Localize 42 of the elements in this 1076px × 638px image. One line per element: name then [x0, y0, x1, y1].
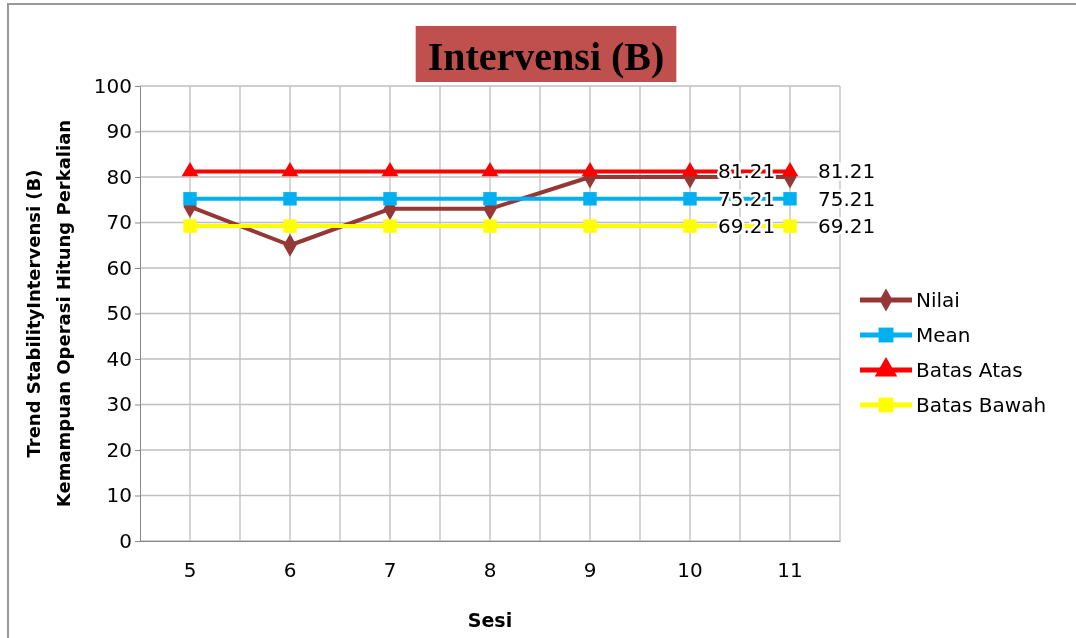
legend-label: Batas Atas	[916, 358, 1023, 382]
point	[583, 219, 597, 233]
point	[683, 219, 697, 233]
y-tick-label: 80	[106, 164, 132, 189]
data-label: 81.21	[818, 159, 876, 184]
point	[283, 192, 297, 206]
chart-title: Intervensi (B)	[427, 34, 665, 79]
data-label: 75.21	[818, 186, 876, 211]
point	[183, 219, 197, 233]
x-tick-label: 10	[677, 558, 703, 583]
point	[183, 192, 197, 206]
point	[783, 192, 797, 206]
data-label: 69.21	[818, 214, 876, 239]
y-tick-label: 0	[119, 528, 132, 553]
y-tick-label: 20	[106, 437, 132, 462]
y-tick-label: 60	[106, 255, 132, 280]
point	[583, 192, 597, 206]
y-tick-label: 50	[106, 301, 132, 326]
point	[783, 219, 797, 233]
y-tick-label: 30	[106, 392, 132, 417]
x-tick-label: 6	[283, 558, 297, 583]
point	[483, 219, 497, 233]
x-axis-title: Sesi	[467, 609, 513, 631]
legend-label: Mean	[916, 323, 971, 347]
y-tick-label: 10	[106, 483, 132, 508]
y-tick-label: 70	[106, 210, 132, 235]
x-tick-label: 7	[383, 558, 397, 583]
legend-label: Batas Bawah	[916, 393, 1047, 417]
x-tick-label: 9	[583, 558, 597, 583]
point	[283, 219, 297, 233]
point	[483, 192, 497, 206]
y-tick-label: 90	[106, 119, 132, 144]
y-axis-title: Trend StabilityIntervensi (B) Kemampuan Operasi Hitung Perkalian	[23, 119, 74, 508]
y-tick-label: 40	[106, 346, 132, 371]
y-tick-label: 100	[93, 73, 132, 98]
point	[383, 219, 397, 233]
x-tick-label: 5	[183, 558, 197, 583]
legend-label: Nilai	[916, 288, 960, 312]
x-tick-label: 11	[777, 558, 803, 583]
point	[683, 192, 697, 206]
point	[383, 192, 397, 206]
x-tick-label: 8	[483, 558, 497, 583]
